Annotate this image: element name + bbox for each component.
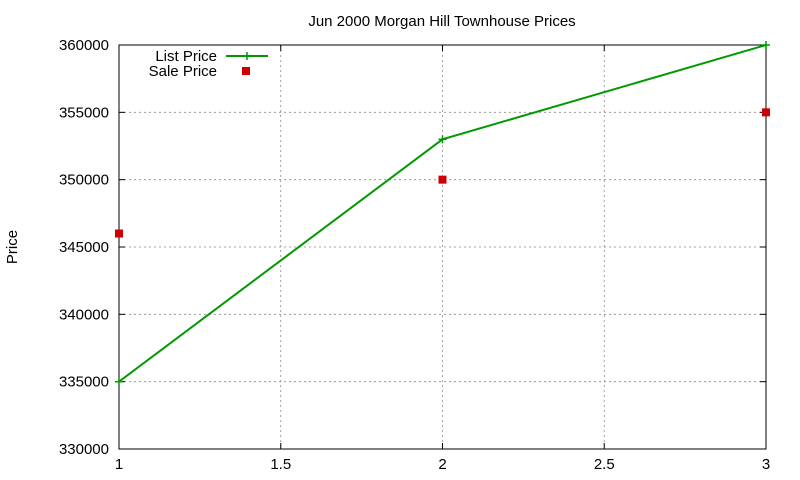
y-tick-label: 335000 — [59, 374, 109, 391]
y-tick-label: 360000 — [59, 37, 109, 54]
y-axis-label: Price — [4, 230, 21, 264]
legend-item-list-price: List Price — [155, 48, 268, 65]
legend-item-sale-price: Sale Price — [149, 63, 250, 80]
series-sale-price — [115, 108, 770, 238]
axis-ticks: 1 1.5 2 2.5 3 330000 335000 340000 345000 350000 3… — [59, 37, 770, 473]
series — [115, 41, 770, 386]
y-tick-label: 350000 — [59, 172, 109, 189]
x-tick-label: 2 — [438, 456, 446, 473]
legend-label: List Price — [155, 48, 217, 65]
x-tick-label: 3 — [762, 456, 770, 473]
x-tick-label: 2.5 — [594, 456, 615, 473]
list-price-point — [438, 135, 447, 144]
y-tick-label: 345000 — [59, 239, 109, 256]
series-list-price — [115, 41, 770, 386]
legend-label: Sale Price — [149, 63, 217, 80]
list-price-point — [115, 377, 123, 386]
sale-price-point — [115, 229, 123, 238]
y-tick-label: 340000 — [59, 306, 109, 323]
grid — [119, 45, 766, 449]
sale-price-point — [438, 175, 447, 184]
x-tick-label: 1.5 — [270, 456, 291, 473]
y-tick-label: 330000 — [59, 441, 109, 458]
sale-price-point — [762, 108, 770, 117]
chart-title: Jun 2000 Morgan Hill Townhouse Prices — [308, 13, 575, 30]
x-tick-label: 1 — [115, 456, 123, 473]
list-price-point — [762, 41, 770, 49]
y-tick-label: 355000 — [59, 104, 109, 121]
legend-square-swatch — [242, 67, 250, 75]
legend-cross-swatch — [243, 52, 251, 60]
